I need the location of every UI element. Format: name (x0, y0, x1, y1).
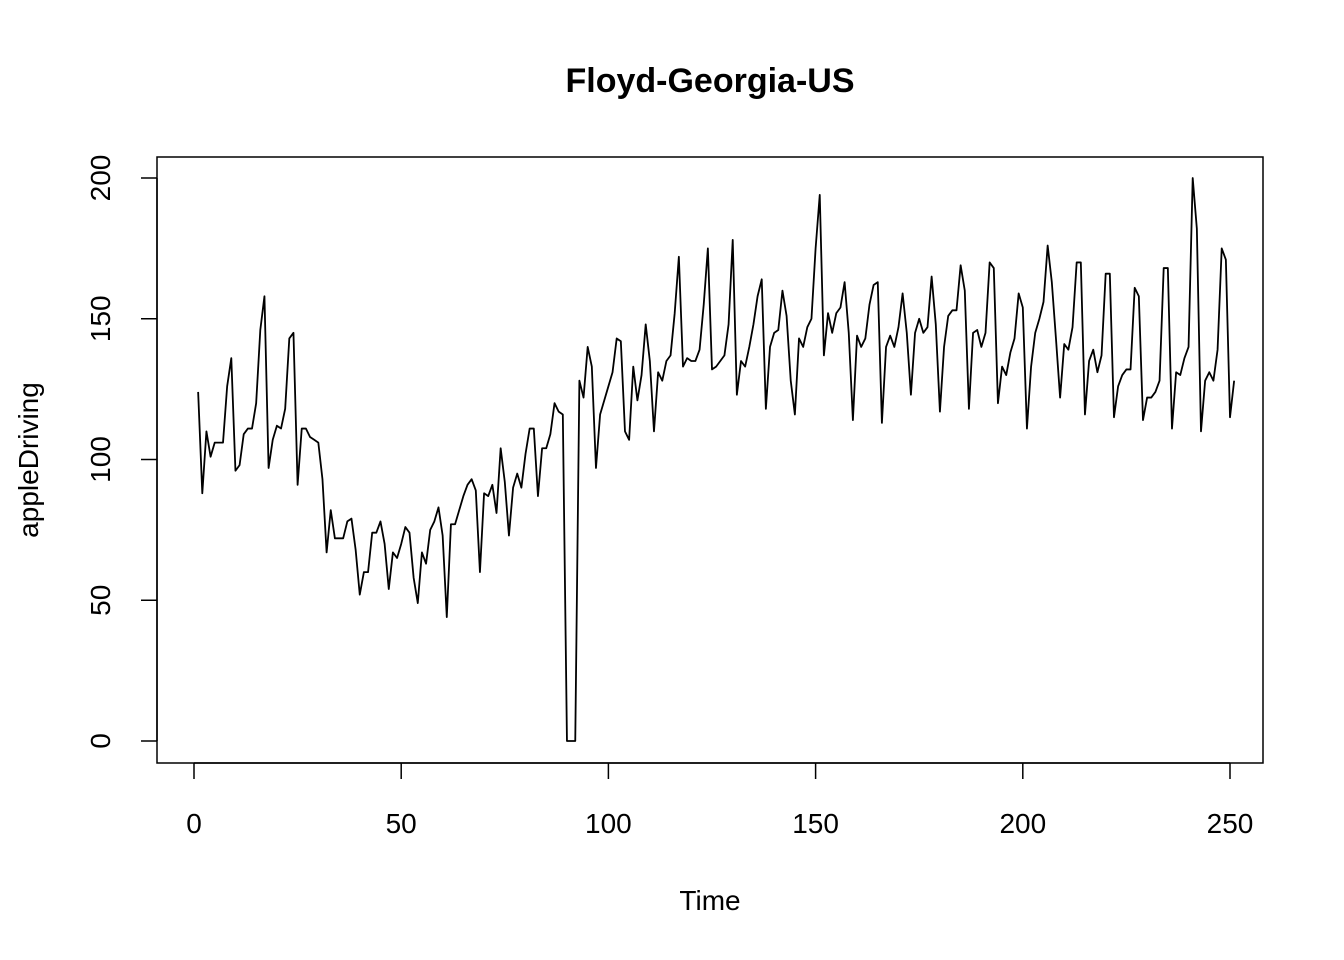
x-tick-label: 100 (585, 808, 632, 839)
x-tick-label: 50 (386, 808, 417, 839)
x-axis: 0 50 100 150 200 250 (186, 762, 1254, 839)
y-axis: 0 50 100 150 200 (85, 155, 158, 749)
y-tick-label: 100 (85, 436, 116, 483)
plot-frame (156, 156, 1264, 764)
y-tick-label: 0 (85, 733, 116, 749)
x-tick-label: 150 (792, 808, 839, 839)
series-line (197, 177, 1236, 742)
y-axis-label: appleDriving (13, 382, 44, 538)
x-tick-label: 200 (999, 808, 1046, 839)
y-tick-label: 50 (85, 585, 116, 616)
plot-area (197, 177, 1236, 742)
x-tick-label: 0 (186, 808, 202, 839)
y-tick-label: 200 (85, 155, 116, 202)
x-tick-label: 250 (1207, 808, 1254, 839)
y-tick-label: 150 (85, 295, 116, 342)
chart-title: Floyd-Georgia-US (565, 62, 854, 100)
x-axis-label: Time (679, 885, 740, 916)
